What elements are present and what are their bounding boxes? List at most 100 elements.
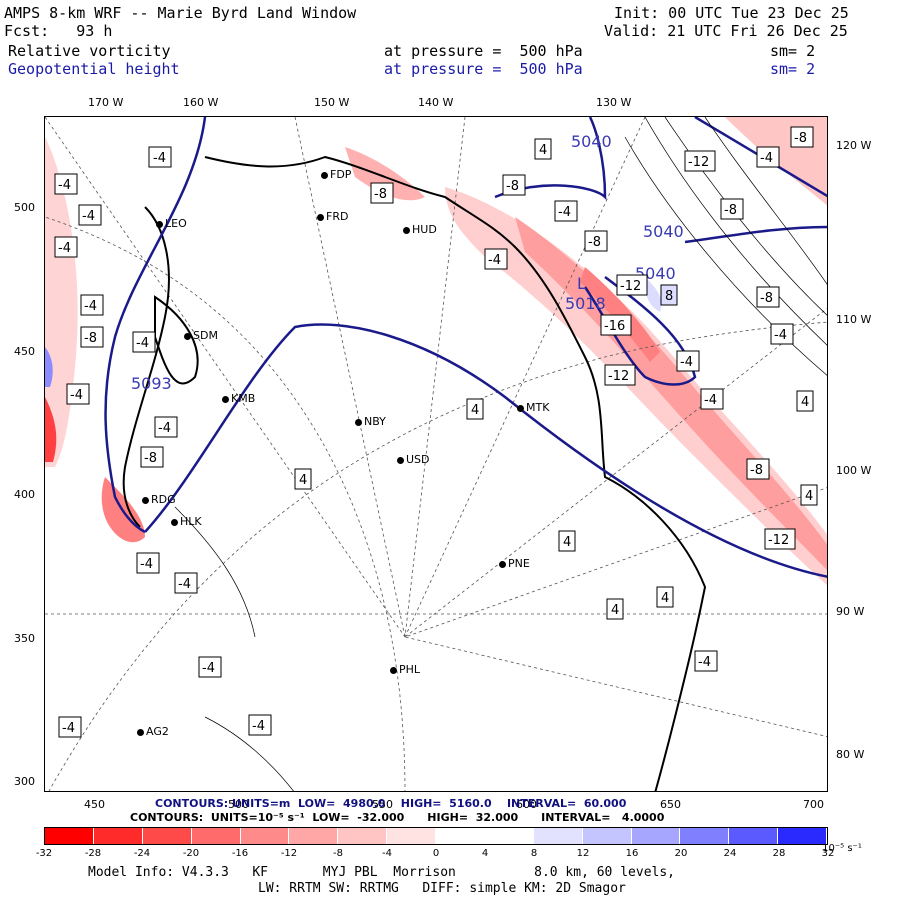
height-label: 5093	[131, 374, 172, 393]
vort-label-box: -12	[764, 528, 796, 550]
colorbar-swatch	[778, 828, 827, 844]
vorticity-contour-info: CONTOURS: UNITS=10⁻⁵ s⁻¹ LOW= -32.000 HI…	[130, 811, 665, 824]
svg-text:-12: -12	[620, 279, 641, 294]
colorbar-tick-label: 8	[530, 848, 538, 859]
vort-label-box: 4	[796, 390, 814, 412]
bottom-x-label: 600	[516, 798, 537, 811]
vort-label-box: 4	[558, 530, 576, 552]
svg-text:-8: -8	[506, 179, 519, 194]
station-label: FRD	[326, 210, 349, 223]
height-label: 5040	[643, 222, 684, 241]
station-label: LEO	[165, 217, 187, 230]
height-label: 5040	[571, 132, 612, 151]
colorbar-swatch	[142, 828, 192, 844]
vort-label-box: -4	[136, 552, 160, 574]
pressure-level-1: at pressure = 500 hPa	[384, 42, 583, 60]
station-dot	[184, 333, 191, 340]
colorbar-swatch	[436, 828, 485, 844]
top-lon-label: 140 W	[418, 96, 454, 109]
left-y-label: 500	[14, 201, 35, 214]
svg-text:-8: -8	[750, 463, 763, 478]
colorbar-swatch	[631, 828, 681, 844]
smoothing-1: sm= 2	[770, 42, 816, 60]
svg-text:-8: -8	[588, 235, 601, 250]
vort-label-box: -4	[80, 294, 104, 316]
station-label: SDM	[193, 329, 218, 342]
svg-text:-4: -4	[158, 421, 171, 436]
colorbar-tick-label: 28	[772, 848, 786, 859]
colorbar-swatch	[240, 828, 290, 844]
left-y-label: 450	[14, 345, 35, 358]
svg-text:-4: -4	[680, 355, 693, 370]
field-geopotential: Geopotential height	[8, 60, 180, 78]
height-contours	[104, 117, 827, 578]
vorticity-labels: -4 -4 -4 -4 -4 -8 -4 -4 -4 -8 -4 -4 -4 -…	[54, 126, 818, 738]
svg-text:-4: -4	[558, 205, 571, 220]
svg-text:-12: -12	[768, 533, 789, 548]
colorbar-tick-label: -8	[333, 848, 343, 859]
station-label: NBY	[364, 415, 386, 428]
colorbar-tick-label: 24	[723, 848, 737, 859]
svg-text:-4: -4	[62, 721, 75, 736]
station-dot	[517, 405, 524, 412]
vort-label-box: -8	[790, 126, 814, 148]
station-dot	[156, 221, 163, 228]
vort-label-box: 4	[534, 138, 552, 160]
colorbar-swatch	[680, 828, 730, 844]
svg-text:-12: -12	[608, 369, 629, 384]
low-center-label: L	[577, 274, 586, 293]
colorbar-tick-label: 0	[432, 848, 440, 859]
station-dot	[171, 519, 178, 526]
bottom-x-label: 700	[803, 798, 824, 811]
station-dot	[142, 497, 149, 504]
physics-info: LW: RRTM SW: RRTMG DIFF: simple KM: 2D S…	[258, 881, 626, 896]
station-label: MTK	[526, 401, 550, 414]
vort-label-box: -4	[676, 350, 700, 372]
station-label: HLK	[180, 515, 202, 528]
svg-text:-8: -8	[84, 331, 97, 346]
vorticity-shading	[45, 117, 827, 586]
station-dot	[403, 227, 410, 234]
station-label: USD	[406, 453, 430, 466]
station-dot	[397, 457, 404, 464]
vort-label-box: -8	[720, 198, 744, 220]
vort-label-box: 4	[466, 398, 484, 420]
svg-text:-8: -8	[144, 451, 157, 466]
colorbar-swatch	[582, 828, 632, 844]
vort-label-box: -4	[554, 200, 578, 222]
map-title: AMPS 8-km WRF -- Marie Byrd Land Window	[4, 4, 357, 22]
vort-label-box: -4	[770, 323, 794, 345]
colorbar-tick-label: -12	[280, 848, 298, 859]
colorbar-tick-label: -24	[133, 848, 151, 859]
colorbar-swatch	[729, 828, 779, 844]
vort-label-box: -4	[198, 656, 222, 678]
top-lon-label: 130 W	[596, 96, 632, 109]
bottom-x-label: 550	[372, 798, 393, 811]
svg-text:-4: -4	[488, 253, 501, 268]
svg-text:-4: -4	[58, 178, 71, 193]
svg-text:-4: -4	[70, 388, 83, 403]
colorbar-tick-label: -4	[382, 848, 392, 859]
right-lon-label: 80 W	[836, 748, 865, 761]
svg-text:-8: -8	[760, 291, 773, 306]
station-dot	[355, 419, 362, 426]
station-label: AG2	[146, 725, 169, 738]
vort-label-box: 4	[294, 468, 312, 490]
station-label: RDG	[151, 493, 176, 506]
vort-label-box: -4	[154, 416, 178, 438]
vort-label-box: -4	[132, 331, 156, 353]
svg-text:-12: -12	[688, 155, 709, 170]
svg-text:-4: -4	[698, 655, 711, 670]
vort-label-box: 4	[656, 586, 674, 608]
colorbar-units: 10⁻⁵ s⁻¹	[822, 843, 862, 854]
model-info: Model Info: V4.3.3 KF MYJ PBL Morrison 8…	[88, 865, 675, 880]
left-y-label: 300	[14, 775, 35, 788]
vort-label-box: -8	[502, 174, 526, 196]
station-dot	[390, 667, 397, 674]
vort-label-box: -8	[584, 230, 608, 252]
colorbar-tick-label: -28	[84, 848, 102, 859]
svg-text:-4: -4	[252, 719, 265, 734]
svg-text:-4: -4	[84, 299, 97, 314]
vort-label-box: -4	[78, 204, 102, 226]
vort-label-box: -12	[616, 274, 648, 296]
